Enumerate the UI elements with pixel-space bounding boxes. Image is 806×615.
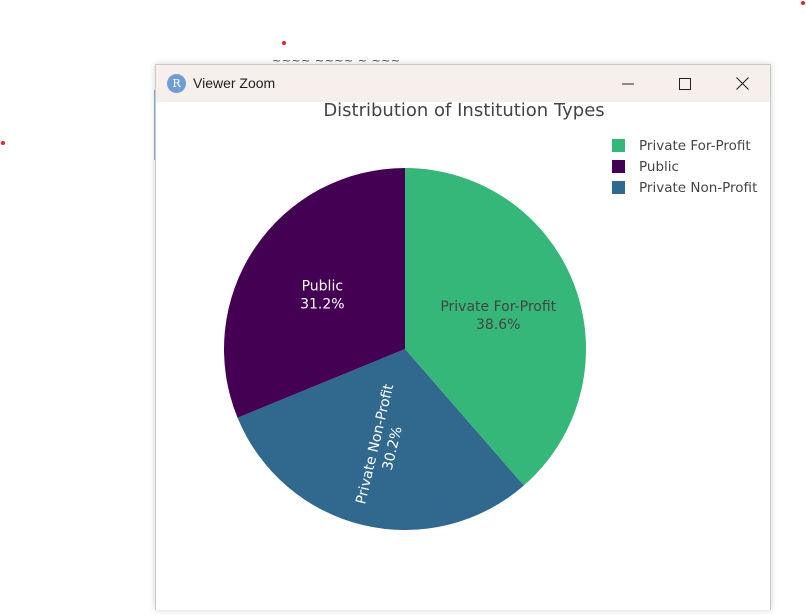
maximize-button[interactable] xyxy=(657,65,713,102)
pie-slice-public[interactable] xyxy=(224,168,405,418)
slice-label-name: Public xyxy=(302,279,343,295)
slice-label-percent: 31.2% xyxy=(300,297,344,313)
chart-legend: Private For-Profit Public Private Non-Prof… xyxy=(612,138,757,196)
minimize-icon xyxy=(622,83,634,84)
r-app-icon: R xyxy=(167,74,186,93)
viewer-zoom-window: R Viewer Zoom Distribution of Institutio… xyxy=(155,64,771,610)
legend-label[interactable]: Private Non-Profit xyxy=(639,180,757,196)
chart-title: Distribution of Institution Types xyxy=(323,102,604,121)
legend-swatch[interactable] xyxy=(612,139,625,152)
legend-swatch[interactable] xyxy=(612,181,625,194)
slice-label-name: Private For-Profit xyxy=(440,299,556,315)
legend-swatch[interactable] xyxy=(612,160,625,173)
pie-slices xyxy=(224,168,586,530)
red-marker-dot xyxy=(1,141,5,145)
minimize-button[interactable] xyxy=(600,65,656,102)
red-marker-dot xyxy=(801,1,805,5)
close-icon xyxy=(735,77,749,90)
pie-slice-private-for-profit[interactable] xyxy=(405,168,586,486)
plot-area: Distribution of Institution Types Privat… xyxy=(156,100,772,611)
close-button[interactable] xyxy=(714,65,770,102)
window-title: Viewer Zoom xyxy=(193,75,276,91)
pie-chart: Distribution of Institution Types Privat… xyxy=(224,100,757,530)
slice-label: Public 31.2% xyxy=(300,279,344,313)
background-window-text: ~~~~ ~~~~ ~ ~~~ xyxy=(272,56,401,66)
legend-label[interactable]: Private For-Profit xyxy=(639,138,751,154)
slice-label-percent: 38.6% xyxy=(476,317,520,333)
slice-label: Private For-Profit 38.6% xyxy=(440,299,556,333)
window-titlebar[interactable]: R Viewer Zoom xyxy=(156,65,770,102)
legend-label[interactable]: Public xyxy=(639,159,679,175)
pie-slice-private-non-profit[interactable] xyxy=(237,349,524,530)
maximize-icon xyxy=(679,77,691,90)
red-marker-dot xyxy=(282,41,286,45)
